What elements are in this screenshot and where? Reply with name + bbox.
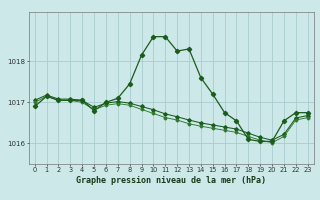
X-axis label: Graphe pression niveau de la mer (hPa): Graphe pression niveau de la mer (hPa) (76, 176, 266, 185)
